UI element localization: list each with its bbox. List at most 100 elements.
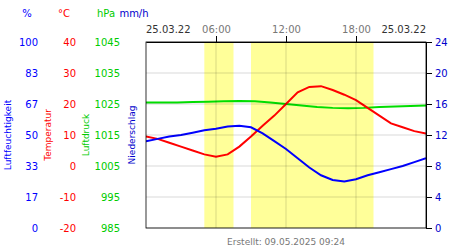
y-tick: 30 xyxy=(63,68,76,79)
y-tick: 16 xyxy=(426,99,448,110)
y-tick-mark xyxy=(426,135,432,136)
y-tick-label: 20 xyxy=(435,68,448,79)
grid-line-y xyxy=(146,73,426,74)
axis-unit: % xyxy=(22,8,32,19)
x-tick-label: 06:00 xyxy=(202,24,231,35)
axis-unit: hPa xyxy=(97,8,115,19)
chart-container: 06:00 12:00 18:00 25.03.22 25.03.22 0 4 8 12 16 20… xyxy=(0,0,450,250)
y-tick-label: 67 xyxy=(25,99,38,110)
y-tick-label: 16 xyxy=(435,99,448,110)
footer: Erstellt: 09.05.2025 09:24 xyxy=(227,237,345,247)
y-tick-label: 83 xyxy=(25,68,38,79)
y-tick: 1015 xyxy=(95,130,120,141)
grid-line-y xyxy=(146,135,426,136)
x-tick-label: 12:00 xyxy=(272,24,301,35)
y-tick-mark xyxy=(426,73,432,74)
y-tick-mark xyxy=(426,197,432,198)
grid xyxy=(146,42,426,228)
x-axis: 06:00 12:00 18:00 xyxy=(147,24,427,43)
y-tick: 20 xyxy=(426,68,448,79)
y-tick-label: -20 xyxy=(60,223,76,234)
y-tick: 1025 xyxy=(95,99,120,110)
y-tick-label: 1015 xyxy=(95,130,120,141)
y-tick: 10 xyxy=(63,130,76,141)
y-tick: 995 xyxy=(101,192,120,203)
plot-frame xyxy=(146,42,426,228)
y-tick: 0 xyxy=(426,223,441,234)
y-tick-label: 30 xyxy=(63,68,76,79)
y-axis-left: 0 17 33 50 67 83 100 xyxy=(19,37,38,234)
x-end-label: 25.03.22 xyxy=(381,24,426,35)
y-tick-label: 1045 xyxy=(95,37,120,48)
axis-title: Niederschlag xyxy=(127,106,137,165)
x-tick-mark xyxy=(356,36,357,42)
y-tick: 40 xyxy=(63,37,76,48)
x-axis-line xyxy=(147,42,427,43)
y-tick-label: 1025 xyxy=(95,99,120,110)
y-tick-label: 100 xyxy=(19,37,38,48)
axis-title: Temperatur xyxy=(43,109,53,162)
y-tick: 985 xyxy=(101,223,120,234)
y-tick-label: 1005 xyxy=(95,161,120,172)
y-tick-label: 985 xyxy=(101,223,120,234)
y-tick-label: 995 xyxy=(101,192,120,203)
y-tick-label: 1035 xyxy=(95,68,120,79)
grid-line-y xyxy=(146,197,426,198)
y-axis-right: 0 4 8 12 16 20 24 xyxy=(426,37,448,234)
y-tick: 17 xyxy=(25,192,38,203)
y-axis-left: 985 995 1005 1015 1025 1035 1045 xyxy=(95,37,120,234)
y-tick-label: 33 xyxy=(25,161,38,172)
y-tick: 1045 xyxy=(95,37,120,48)
y-tick: 8 xyxy=(426,161,441,172)
x-tick: 12:00 xyxy=(272,24,301,42)
grid-line-y xyxy=(146,166,426,167)
y-tick: 50 xyxy=(25,130,38,141)
y-tick-label: 20 xyxy=(63,99,76,110)
y-tick-mark xyxy=(426,228,432,229)
y-tick: 83 xyxy=(25,68,38,79)
y-tick: -10 xyxy=(60,192,76,203)
y-tick: 0 xyxy=(70,161,76,172)
y-tick-label: 0 xyxy=(70,161,76,172)
y-tick: 1035 xyxy=(95,68,120,79)
y-tick-label: -10 xyxy=(60,192,76,203)
x-tick: 06:00 xyxy=(202,24,231,42)
x-tick-label: 18:00 xyxy=(342,24,371,35)
y-tick-label: 17 xyxy=(25,192,38,203)
y-tick: 33 xyxy=(25,161,38,172)
y-tick: 67 xyxy=(25,99,38,110)
y-tick: 4 xyxy=(426,192,441,203)
axis-title: Luftfeuchtigkeit xyxy=(3,99,13,170)
y-tick-label: 50 xyxy=(25,130,38,141)
y-tick-mark xyxy=(426,104,432,105)
y-tick-mark xyxy=(426,166,432,167)
y-tick-label: 0 xyxy=(32,223,38,234)
y-tick: 0 xyxy=(32,223,38,234)
axis-unit: °C xyxy=(58,8,70,19)
y-tick: 1005 xyxy=(95,161,120,172)
y-tick: 24 xyxy=(426,37,448,48)
x-tick-mark xyxy=(286,36,287,42)
y-tick-label: 8 xyxy=(435,161,441,172)
y-tick-label: 12 xyxy=(435,130,448,141)
plot-area: 06:00 12:00 18:00 25.03.22 25.03.22 0 4 8 12 16 20… xyxy=(146,24,448,234)
x-start-label: 25.03.22 xyxy=(146,24,191,35)
chart-svg: 06:00 12:00 18:00 25.03.22 25.03.22 0 4 8 12 16 20… xyxy=(0,0,450,250)
axis-unit: mm/h xyxy=(119,8,148,19)
y-tick-label: 40 xyxy=(63,37,76,48)
y-tick-label: 0 xyxy=(435,223,441,234)
y-axis-left: -20 -10 0 10 20 30 40 xyxy=(60,37,76,234)
y-tick: 12 xyxy=(426,130,448,141)
y-tick-label: 24 xyxy=(435,37,448,48)
axis-title: Luftdruck xyxy=(81,113,91,156)
y-tick: 100 xyxy=(19,37,38,48)
y-tick: 20 xyxy=(63,99,76,110)
grid-line-y xyxy=(146,104,426,105)
marks xyxy=(146,42,426,228)
y-tick-label: 10 xyxy=(63,130,76,141)
y-tick-label: 4 xyxy=(435,192,441,203)
x-tick: 18:00 xyxy=(342,24,371,42)
y-tick-mark xyxy=(426,42,432,43)
y-tick: -20 xyxy=(60,223,76,234)
x-tick-mark xyxy=(216,36,217,42)
